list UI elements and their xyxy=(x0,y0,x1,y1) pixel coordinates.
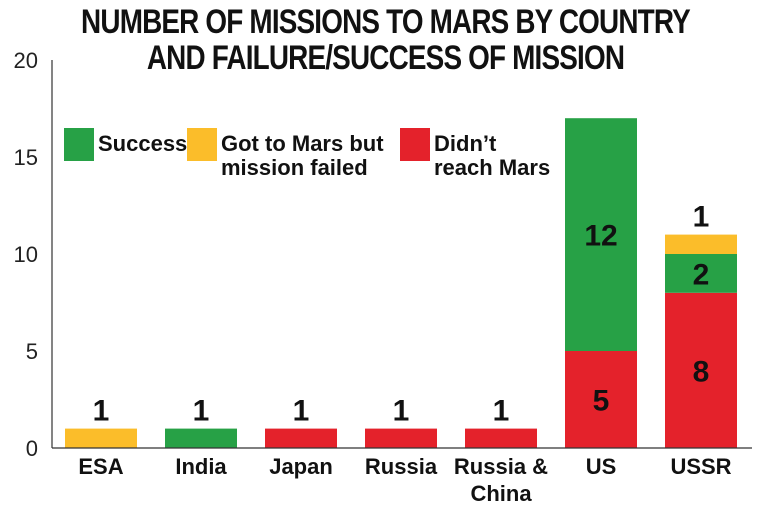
data-label-us-success: 12 xyxy=(584,220,617,253)
category-label-japan: Japan xyxy=(269,454,333,479)
category-label-russia-china-line-2: China xyxy=(470,481,532,506)
bar-ussr-didn-t-reach-mars xyxy=(665,292,737,448)
category-label-esa: ESA xyxy=(78,454,123,479)
y-tick-label-10: 10 xyxy=(14,242,38,267)
chart-title-line-1: NUMBER OF MISSIONS TO MARS BY COUNTRY xyxy=(81,3,691,41)
data-label-japan-total: 1 xyxy=(293,395,310,428)
bar-ussr-got-to-mars-but-mission-failed xyxy=(665,234,737,254)
y-tick-label-15: 15 xyxy=(14,145,38,170)
y-tick-label-0: 0 xyxy=(26,436,38,461)
category-label-russia: Russia xyxy=(365,454,438,479)
bar-india-success xyxy=(165,428,237,448)
data-label-ussr-didn-t-reach-mars: 8 xyxy=(693,355,710,388)
data-label-ussr-success: 2 xyxy=(693,258,710,291)
bar-japan-didn-t-reach-mars xyxy=(265,428,337,448)
bar-us-success xyxy=(565,118,637,351)
legend-label-got-to-mars-but-mission-failed-line-1: Got to Mars but xyxy=(221,131,384,156)
bar-esa-got-to-mars-but-mission-failed xyxy=(65,428,137,448)
bar-russia-china-didn-t-reach-mars xyxy=(465,428,537,448)
data-label-russia-china-total: 1 xyxy=(493,395,510,428)
legend-label-got-to-mars-but-mission-failed-line-2: mission failed xyxy=(221,155,368,180)
bar-russia-didn-t-reach-mars xyxy=(365,428,437,448)
y-tick-label-20: 20 xyxy=(14,48,38,73)
chart-title: NUMBER OF MISSIONS TO MARS BY COUNTRY AN… xyxy=(69,4,701,76)
y-tick-label-5: 5 xyxy=(26,339,38,364)
data-label-esa-total: 1 xyxy=(93,395,110,428)
legend-label-success: Success xyxy=(98,131,187,156)
legend-swatch-got-to-mars-but-mission-failed xyxy=(187,128,217,161)
category-label-india: India xyxy=(175,454,227,479)
data-label-ussr-got-to-mars-but-mission-failed: 1 xyxy=(693,201,710,234)
category-label-ussr: USSR xyxy=(670,454,731,479)
category-label-us: US xyxy=(586,454,617,479)
legend-swatch-success xyxy=(64,128,94,161)
legend-label-didn-t-reach-mars-line-2: reach Mars xyxy=(434,155,550,180)
data-label-russia-total: 1 xyxy=(393,395,410,428)
bar-us-didn-t-reach-mars xyxy=(565,351,637,448)
chart-title-line-2: AND FAILURE/SUCCESS OF MISSION xyxy=(146,39,625,77)
category-label-russia-china-line-1: Russia & xyxy=(454,454,548,479)
legend-swatch-didn-t-reach-mars xyxy=(400,128,430,161)
bar-ussr-success xyxy=(665,254,737,293)
data-label-india-total: 1 xyxy=(193,395,210,428)
data-label-us-didn-t-reach-mars: 5 xyxy=(593,385,610,418)
legend-label-didn-t-reach-mars-line-1: Didn’t xyxy=(434,131,497,156)
